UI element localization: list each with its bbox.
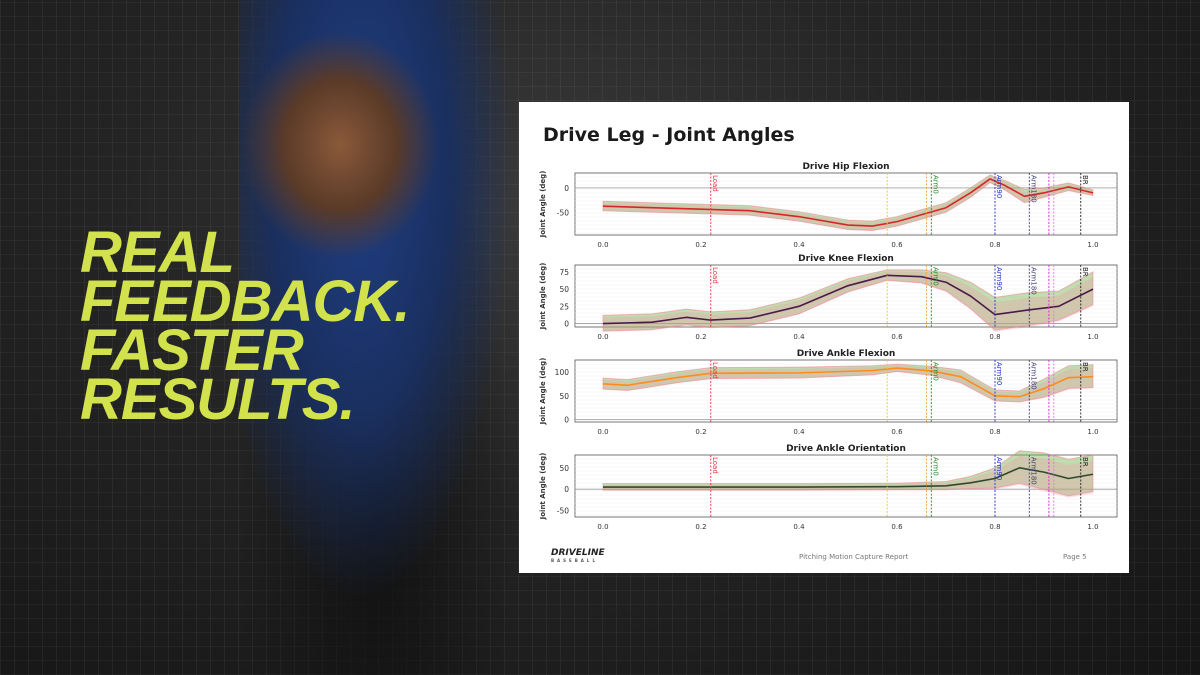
slogan-line: REAL	[80, 220, 235, 285]
x-tick-label: 0.4	[793, 333, 805, 341]
reference-band	[603, 365, 1093, 403]
variance-band	[602, 174, 1094, 232]
event-label: Arm90	[995, 267, 1003, 290]
x-tick-label: 0.6	[891, 333, 903, 341]
x-tick-label: 0.2	[695, 428, 706, 436]
event-label: Load	[711, 175, 719, 192]
pitcher-hair	[240, 30, 440, 260]
event-label: Arm90	[995, 175, 1003, 198]
chart-title: Drive Knee Flexion	[798, 254, 894, 264]
x-tick-label: 0.2	[695, 523, 706, 531]
y-tick-label: 100	[555, 368, 570, 377]
x-tick-label: 0.8	[989, 241, 1000, 249]
event-label: Arm180	[1029, 457, 1037, 485]
x-tick-label: 0.2	[695, 241, 706, 249]
y-tick-label: -50	[557, 507, 569, 516]
y-axis-label: Joint Angle (deg)	[539, 453, 547, 521]
footer-title: Pitching Motion Capture Report	[799, 553, 909, 561]
x-tick-label: 0.6	[891, 241, 903, 249]
event-label: Load	[711, 267, 719, 284]
event-label: Arm180	[1029, 267, 1037, 295]
charts: Drive Hip Flexion Joint Angle (deg) 0 -50 0.…	[539, 162, 1118, 531]
x-tick-label: 0.8	[989, 428, 1000, 436]
x-tick-label: 0.0	[597, 428, 608, 436]
event-label: Arm180	[1029, 362, 1037, 390]
y-tick-label: 0	[564, 320, 569, 329]
event-label: BR	[1081, 175, 1089, 185]
event-label: Arm180	[1029, 175, 1037, 203]
y-axis-label: Joint Angle (deg)	[539, 263, 547, 331]
variance-band	[602, 269, 1094, 332]
series-line	[602, 274, 1094, 325]
x-tick-label: 1.0	[1087, 333, 1098, 341]
event-label: Load	[711, 457, 719, 474]
plot-area	[574, 264, 1118, 328]
report-title: Drive Leg - Joint Angles	[543, 124, 795, 146]
event-label: Load	[711, 362, 719, 379]
y-tick-label: 75	[559, 268, 569, 277]
x-tick-label: 0.8	[989, 333, 1000, 341]
x-tick-label: 0.0	[597, 241, 608, 249]
y-axis-label: Joint Angle (deg)	[539, 358, 547, 426]
slogan: REAL FEEDBACK. FASTER RESULTS.	[80, 220, 410, 432]
chart-title: Drive Hip Flexion	[802, 162, 889, 172]
y-tick-label: 0	[564, 184, 569, 193]
chart-title: Drive Ankle Flexion	[797, 349, 896, 359]
chart-title: Drive Ankle Orientation	[786, 444, 906, 454]
slogan-line: FASTER	[80, 318, 304, 383]
x-tick-label: 0.0	[597, 333, 608, 341]
variance-band	[602, 450, 1094, 497]
series-line	[602, 367, 1094, 398]
event-label: Arm0	[931, 267, 939, 286]
event-label: Arm0	[931, 457, 939, 476]
reference-band	[603, 271, 1093, 332]
slogan-line: FEEDBACK.	[80, 269, 410, 334]
x-tick-label: 0.8	[989, 523, 1000, 531]
y-tick-label: 25	[559, 302, 569, 311]
slogan-line: RESULTS.	[80, 367, 356, 432]
y-tick-label: -50	[557, 209, 569, 218]
reference-band	[603, 176, 1093, 232]
x-tick-label: 0.6	[891, 523, 903, 531]
y-axis-label: Joint Angle (deg)	[539, 171, 547, 239]
x-tick-label: 0.4	[793, 428, 805, 436]
y-tick-label: 0	[564, 416, 569, 425]
series-line	[603, 467, 1094, 488]
page-number: Page 5	[1063, 553, 1087, 561]
x-tick-label: 1.0	[1087, 241, 1098, 249]
y-tick-label: 0	[564, 485, 569, 494]
x-tick-label: 0.4	[793, 241, 805, 249]
plot-area	[574, 359, 1118, 423]
event-label: Arm90	[995, 457, 1003, 480]
driveline-logo: DRIVELINE BASEBALL	[551, 548, 605, 563]
x-tick-label: 0.0	[597, 523, 608, 531]
x-tick-label: 0.6	[891, 428, 903, 436]
report-page: Drive Leg - Joint Angles Drive Hip Flexi…	[519, 102, 1129, 573]
event-label: Arm0	[931, 362, 939, 381]
series-line	[602, 178, 1094, 227]
event-label: Arm90	[995, 362, 1003, 385]
plot-area	[574, 454, 1118, 518]
y-tick-label: 50	[559, 392, 569, 401]
x-tick-label: 0.2	[695, 333, 706, 341]
event-label: BR	[1081, 267, 1089, 277]
event-label: BR	[1081, 362, 1089, 372]
x-tick-label: 1.0	[1087, 523, 1098, 531]
x-tick-label: 1.0	[1087, 428, 1098, 436]
event-label: BR	[1081, 457, 1089, 467]
y-tick-label: 50	[559, 464, 569, 473]
event-label: Arm0	[931, 175, 939, 194]
x-tick-label: 0.4	[793, 523, 805, 531]
y-tick-label: 50	[559, 285, 569, 294]
